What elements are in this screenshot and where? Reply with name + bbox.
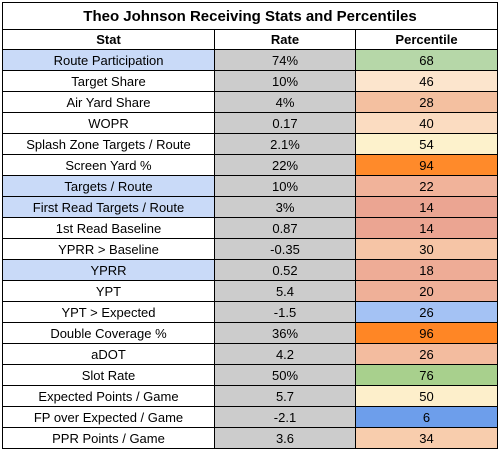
stat-cell: Screen Yard % xyxy=(2,154,215,176)
stat-cell: WOPR xyxy=(2,112,215,134)
table-row: YPT 5.4 20 xyxy=(2,280,499,302)
percentile-cell: 20 xyxy=(354,280,499,302)
table-row: Slot Rate 50% 76 xyxy=(2,364,499,386)
table-row: Target Share 10% 46 xyxy=(2,70,499,92)
stat-cell: Splash Zone Targets / Route xyxy=(2,133,215,155)
table-row: YPT > Expected -1.5 26 xyxy=(2,301,499,323)
table-row: PPR Points / Game 3.6 34 xyxy=(2,427,499,449)
rate-cell: -0.35 xyxy=(214,238,356,260)
title-row: Theo Johnson Receiving Stats and Percent… xyxy=(1,2,499,30)
table-row: YPRR > Baseline -0.35 30 xyxy=(2,238,499,260)
percentile-cell: 14 xyxy=(354,196,499,218)
percentile-cell: 6 xyxy=(354,406,499,428)
table-row: First Read Targets / Route 3% 14 xyxy=(2,196,499,218)
table-row: Double Coverage % 36% 96 xyxy=(2,322,499,344)
header-row: Stat Rate Percentile xyxy=(2,29,499,50)
rate-cell: 4.2 xyxy=(214,343,356,365)
rate-cell: 2.1% xyxy=(214,133,356,155)
rate-cell: 3% xyxy=(214,196,356,218)
percentile-cell: 96 xyxy=(354,322,499,344)
rate-cell: 22% xyxy=(214,154,356,176)
table-row: aDOT 4.2 26 xyxy=(2,343,499,365)
rate-cell: 10% xyxy=(214,70,356,92)
table-row: Route Participation 74% 68 xyxy=(2,49,499,71)
percentile-cell: 94 xyxy=(354,154,499,176)
table-row: Splash Zone Targets / Route 2.1% 54 xyxy=(2,133,499,155)
stat-cell: Air Yard Share xyxy=(2,91,215,113)
stat-cell: FP over Expected / Game xyxy=(2,406,215,428)
header-stat: Stat xyxy=(2,29,215,50)
rate-cell: 5.4 xyxy=(214,280,356,302)
table-row: FP over Expected / Game -2.1 6 xyxy=(2,406,499,428)
table-row: WOPR 0.17 40 xyxy=(2,112,499,134)
stat-cell: YPRR > Baseline xyxy=(2,238,215,260)
table-row: Screen Yard % 22% 94 xyxy=(2,154,499,176)
stat-cell: Expected Points / Game xyxy=(2,385,215,407)
percentile-cell: 50 xyxy=(354,385,499,407)
rate-cell: 0.87 xyxy=(214,217,356,239)
rate-cell: 4% xyxy=(214,91,356,113)
rate-cell: 50% xyxy=(214,364,356,386)
percentile-cell: 34 xyxy=(354,427,499,449)
stats-table: Theo Johnson Receiving Stats and Percent… xyxy=(1,2,499,449)
rate-cell: 0.52 xyxy=(214,259,356,281)
rate-cell: 10% xyxy=(214,175,356,197)
table-row: Air Yard Share 4% 28 xyxy=(2,91,499,113)
percentile-cell: 30 xyxy=(354,238,499,260)
stat-cell: Target Share xyxy=(2,70,215,92)
percentile-cell: 26 xyxy=(354,301,499,323)
table-title: Theo Johnson Receiving Stats and Percent… xyxy=(1,2,499,30)
percentile-cell: 22 xyxy=(354,175,499,197)
stat-cell: PPR Points / Game xyxy=(2,427,215,449)
table-row: Expected Points / Game 5.7 50 xyxy=(2,385,499,407)
percentile-cell: 28 xyxy=(354,91,499,113)
rate-cell: 0.17 xyxy=(214,112,356,134)
stat-cell: Targets / Route xyxy=(2,175,215,197)
percentile-cell: 40 xyxy=(354,112,499,134)
rate-cell: 36% xyxy=(214,322,356,344)
rate-cell: 3.6 xyxy=(214,427,356,449)
percentile-cell: 18 xyxy=(354,259,499,281)
percentile-cell: 76 xyxy=(354,364,499,386)
header-rate: Rate xyxy=(214,29,356,50)
stat-cell: YPRR xyxy=(2,259,215,281)
percentile-cell: 68 xyxy=(354,49,499,71)
stats-body: Route Participation 74% 68 Target Share 10% 4… xyxy=(2,49,499,449)
rate-cell: -2.1 xyxy=(214,406,356,428)
percentile-cell: 46 xyxy=(354,70,499,92)
percentile-cell: 26 xyxy=(354,343,499,365)
table-row: YPRR 0.52 18 xyxy=(2,259,499,281)
stat-cell: Double Coverage % xyxy=(2,322,215,344)
stat-cell: Route Participation xyxy=(2,49,215,71)
stat-cell: aDOT xyxy=(2,343,215,365)
stat-cell: First Read Targets / Route xyxy=(2,196,215,218)
percentile-cell: 54 xyxy=(354,133,499,155)
rate-cell: 5.7 xyxy=(214,385,356,407)
stat-cell: YPT > Expected xyxy=(2,301,215,323)
header-percentile: Percentile xyxy=(354,29,499,50)
table-row: 1st Read Baseline 0.87 14 xyxy=(2,217,499,239)
stat-cell: 1st Read Baseline xyxy=(2,217,215,239)
percentile-cell: 14 xyxy=(354,217,499,239)
stat-cell: YPT xyxy=(2,280,215,302)
stat-cell: Slot Rate xyxy=(2,364,215,386)
rate-cell: 74% xyxy=(214,49,356,71)
rate-cell: -1.5 xyxy=(214,301,356,323)
table-row: Targets / Route 10% 22 xyxy=(2,175,499,197)
